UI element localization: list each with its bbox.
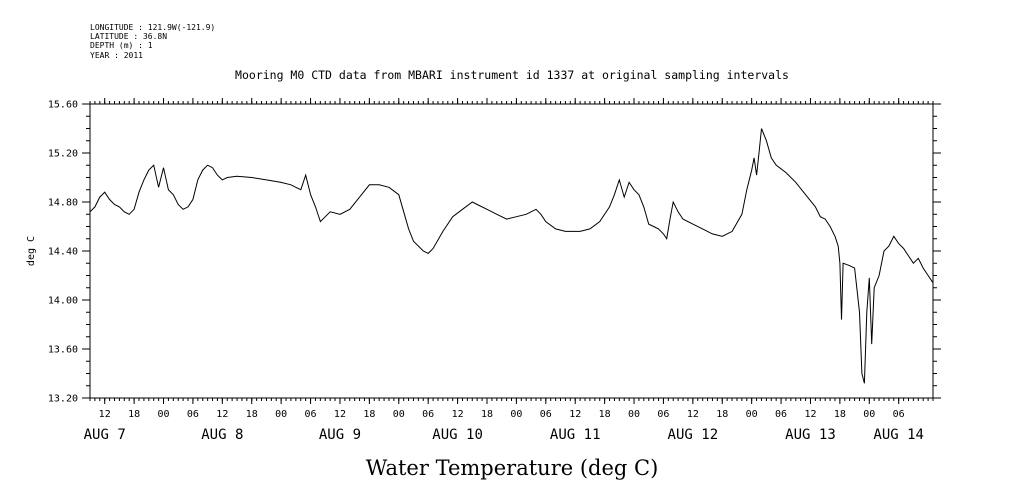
y-tick-labels: 13.20 13.60 14.00 14.40 14.80 15.20 15.60 [48, 100, 78, 405]
chart-title: Mooring M0 CTD data from MBARI instrumen… [235, 68, 789, 82]
x-tick-label: 06 [305, 409, 317, 420]
x-tick-label: 12 [99, 409, 111, 420]
x-tick-label: 12 [452, 409, 464, 420]
x-day-label: AUG 12 [668, 427, 719, 443]
x-day-label: AUG 14 [873, 427, 924, 443]
x-tick-label: 18 [481, 409, 493, 420]
x-tick-label: 00 [628, 409, 640, 420]
x-tick-label: 00 [510, 409, 522, 420]
y-axis-label: deg C [26, 236, 37, 266]
x-day-label: AUG 10 [432, 427, 483, 443]
y-tick-label: 14.00 [48, 296, 78, 307]
x-tick-label: 06 [657, 409, 669, 420]
variable-label: Water Temperature (deg C) [366, 456, 659, 480]
y-tick-label: 15.60 [48, 100, 78, 111]
x-tick-label: 06 [422, 409, 434, 420]
y-tick-label: 15.20 [48, 149, 78, 160]
y-tick-label: 13.20 [48, 394, 78, 405]
x-day-label: AUG 8 [201, 427, 243, 443]
longitude-label: LONGITUDE : 121.9W(-121.9) [90, 23, 215, 32]
x-tick-label: 00 [863, 409, 875, 420]
y-tick-label: 14.80 [48, 198, 78, 209]
year-label: YEAR : 2011 [90, 51, 143, 60]
x-tick-label: 18 [599, 409, 611, 420]
x-tick-label: 06 [775, 409, 787, 420]
x-tick-label: 00 [393, 409, 405, 420]
x-tick-label: 06 [187, 409, 199, 420]
y-tick-label: 13.60 [48, 345, 78, 356]
x-tick-label: 12 [216, 409, 228, 420]
latitude-label: LATITUDE : 36.8N [90, 32, 167, 41]
x-tick-label: 12 [334, 409, 346, 420]
x-tick-label: 18 [246, 409, 258, 420]
x-tick-label: 06 [540, 409, 552, 420]
x-tick-label: 18 [128, 409, 140, 420]
y-tick-label: 14.40 [48, 247, 78, 258]
x-tick-label: 12 [569, 409, 581, 420]
x-tick-label: 18 [363, 409, 375, 420]
axis-ticks [82, 98, 941, 404]
x-day-label: AUG 11 [550, 427, 601, 443]
x-tick-labels: 12 18 00 06 12 18 00 06 12 18 00 06 12 18 00 06 12 18 00 06… [99, 409, 905, 420]
x-tick-label: 12 [804, 409, 816, 420]
x-tick-label: 12 [687, 409, 699, 420]
x-tick-label: 06 [893, 409, 905, 420]
x-day-label: AUG 7 [84, 427, 126, 443]
x-tick-label: 00 [275, 409, 287, 420]
x-tick-label: 18 [834, 409, 846, 420]
x-tick-label: 18 [716, 409, 728, 420]
x-day-label: AUG 9 [319, 427, 361, 443]
x-tick-label: 00 [746, 409, 758, 420]
plot-frame [89, 103, 934, 399]
x-day-label: AUG 13 [785, 427, 836, 443]
depth-label: DEPTH (m) : 1 [90, 41, 153, 50]
x-day-labels: AUG 7 AUG 8 AUG 9 AUG 10 AUG 11 AUG 12 AUG 13 A… [84, 427, 924, 443]
x-tick-label: 00 [157, 409, 169, 420]
temperature-series-line [89, 128, 934, 384]
